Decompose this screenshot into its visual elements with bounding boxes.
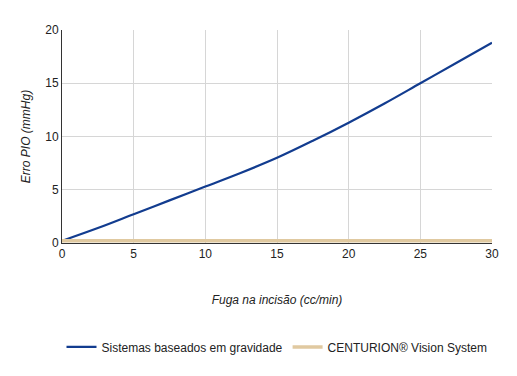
svg-text:Erro PIO (mmHg): Erro PIO (mmHg) (19, 90, 33, 183)
svg-text:20: 20 (342, 247, 356, 261)
svg-text:10: 10 (199, 247, 213, 261)
svg-text:10: 10 (45, 130, 59, 144)
svg-text:25: 25 (414, 247, 428, 261)
svg-text:0: 0 (59, 247, 66, 261)
svg-text:Sistemas baseados em gravidade: Sistemas baseados em gravidade (102, 341, 283, 355)
svg-text:0: 0 (52, 236, 59, 250)
svg-text:5: 5 (130, 247, 137, 261)
svg-text:Fuga na incisão (cc/min): Fuga na incisão (cc/min) (212, 293, 343, 307)
svg-text:20: 20 (45, 23, 59, 37)
svg-text:CENTURION® Vision System: CENTURION® Vision System (328, 341, 487, 355)
svg-text:5: 5 (52, 183, 59, 197)
svg-text:30: 30 (485, 247, 499, 261)
svg-text:15: 15 (270, 247, 284, 261)
svg-text:15: 15 (45, 76, 59, 90)
